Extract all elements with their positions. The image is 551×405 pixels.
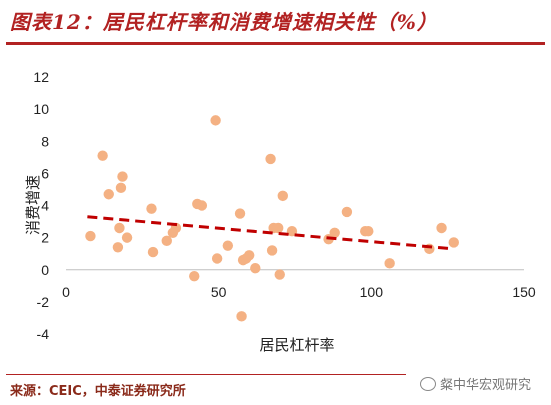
scatter-points [85,115,459,322]
data-point [117,171,128,182]
data-point [115,182,127,194]
chart-title: 图表12：居民杠杆率和消费增速相关性（%） [10,10,438,34]
data-point [341,206,353,218]
y-tick-label: 2 [41,230,49,246]
data-point [329,227,340,239]
y-tick-label: -4 [37,326,50,342]
data-point [210,115,221,126]
source-note: 来源：CEIC，中泰证券研究所 [10,384,186,399]
data-point [384,258,395,269]
data-point [114,222,125,234]
y-tick-label: 10 [33,101,49,117]
data-point [147,246,159,258]
data-point [244,250,255,261]
data-point [236,311,247,322]
wechat-icon [420,376,436,391]
x-tick-label: 150 [512,284,536,300]
data-point [146,203,157,214]
trendline [87,215,454,251]
x-tick-label: 100 [360,284,384,300]
data-point [161,235,172,247]
data-point [250,262,261,274]
data-point [211,253,223,264]
data-point [273,222,284,234]
data-point [97,150,108,161]
data-point [277,190,288,202]
data-point [189,270,200,282]
y-axis-ticks: -4 -2 0 2 4 6 8 10 12 [33,69,49,342]
data-point [222,240,234,251]
data-point [234,208,246,219]
watermark-text: 粲中华宏观研究 [440,378,532,393]
y-tick-label: 0 [41,262,49,278]
data-point [266,245,278,256]
y-tick-label: 4 [41,198,49,214]
data-point [286,226,298,237]
title-divider [6,42,545,45]
data-point [121,232,133,243]
y-axis-label: 消费增速 [24,175,42,235]
data-point [196,200,208,211]
data-point [363,226,374,237]
y-tick-label: 6 [41,165,49,181]
data-point [85,230,96,242]
x-axis-label: 居民杠杆率 [259,336,334,354]
watermark: 粲中华宏观研究 [420,374,531,393]
data-point [103,189,114,200]
data-point [265,153,276,165]
source-divider [6,374,406,375]
y-tick-label: -2 [37,294,50,310]
data-point [112,242,124,253]
data-point [274,269,285,280]
x-axis-ticks: 0 50 100 150 [62,284,536,300]
y-tick-label: 8 [41,133,49,149]
y-tick-label: 12 [33,69,49,85]
data-point [436,222,447,234]
x-tick-label: 50 [211,284,227,300]
data-point [448,237,459,248]
x-tick-label: 0 [62,284,70,300]
